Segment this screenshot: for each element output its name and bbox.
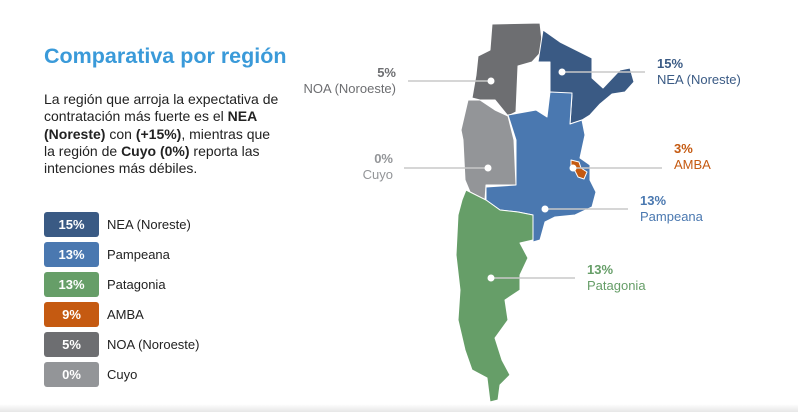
map-region: Pampeana [640,209,703,224]
legend-label: NOA (Noroeste) [107,336,200,352]
description: La región que arroja la expectativa de c… [44,91,284,177]
map-label-cuyo: 0% Cuyo [300,151,393,183]
marker-amba [569,164,577,172]
legend-label: Cuyo [107,366,138,382]
region-cuyo[interactable] [460,99,517,201]
desc-text: La región que arroja la expectativa de c… [44,91,279,125]
map-label-nea: 15% NEA (Noreste) [657,56,741,88]
bottom-shadow [0,404,798,412]
map-region: AMBA [674,157,711,172]
legend-item-noa: 5% NOA (Noroeste) [44,329,199,359]
marker-pampeana [541,205,549,213]
map-region: Cuyo [362,167,393,182]
marker-nea [558,68,566,76]
legend: 15% NEA (Noreste) 13% Pampeana 13% Patagoni… [44,209,199,389]
legend-item-patagonia: 13% Patagonia [44,269,199,299]
desc-bold-value: (+15%) [135,125,182,142]
desc-text: , mientras que la región de [44,125,271,159]
legend-badge: 15% [44,211,99,237]
legend-item-pampeana: 13% Pampeana [44,239,199,269]
desc-bold-cuyo: Cuyo (0%) [121,142,190,159]
legend-label: AMBA [107,306,144,322]
map-value: 13% [587,262,614,277]
legend-badge: 13% [44,271,99,297]
legend-item-amba: 9% AMBA [44,299,199,329]
map-region: Patagonia [587,278,646,293]
desc-text: con [105,125,136,142]
map-value: 13% [640,193,667,208]
map-value: 0% [374,151,393,166]
legend-badge: 0% [44,361,99,387]
legend-item-cuyo: 0% Cuyo [44,359,199,389]
map-region: NOA (Noroeste) [303,81,396,96]
map-label-patagonia: 13% Patagonia [587,262,646,294]
map-label-amba: 3% AMBA [674,141,711,173]
marker-patagonia [487,274,495,282]
legend-item-nea: 15% NEA (Noreste) [44,209,199,239]
legend-badge: 5% [44,331,99,357]
map-label-pampeana: 13% Pampeana [640,193,703,225]
map-label-noa: 5% NOA (Noroeste) [296,65,396,97]
legend-label: NEA (Noreste) [107,216,191,232]
map-value: 5% [377,65,396,80]
legend-label: Patagonia [107,276,166,292]
region-patagonia[interactable] [455,189,534,403]
desc-text: reporta las intenciones más débiles. [44,142,260,177]
legend-label: Pampeana [107,246,170,262]
legend-badge: 13% [44,241,99,267]
marker-noa [487,77,495,85]
desc-bold-nea: NEA (Noreste) [44,108,257,142]
map-value: 15% [657,56,684,71]
map-region: NEA (Noreste) [657,72,741,87]
page-title: Comparativa por región [44,44,287,68]
map-value: 3% [674,141,693,156]
marker-cuyo [484,164,492,172]
legend-badge: 9% [44,301,99,327]
